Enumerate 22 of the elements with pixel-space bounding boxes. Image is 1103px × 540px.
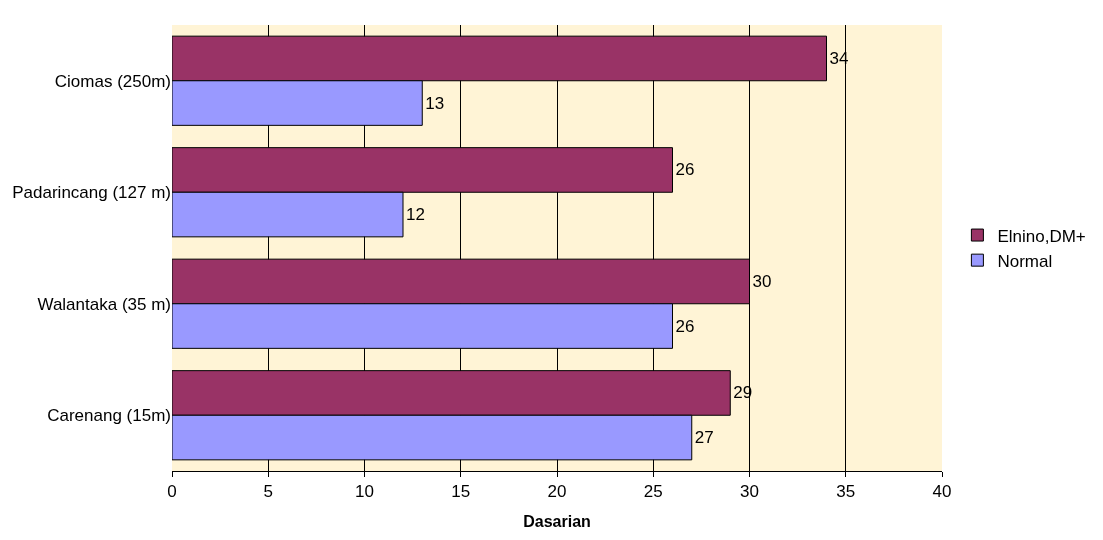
y-tick-label: Carenang (15m) xyxy=(47,406,171,426)
data-label: 26 xyxy=(675,160,695,180)
y-tick-label: Walantaka (35 m) xyxy=(37,294,171,314)
x-tick-label: 30 xyxy=(740,482,759,502)
x-axis-title: Dasarian xyxy=(523,513,591,531)
x-tick-label: 15 xyxy=(451,482,471,502)
x-tick-label: 40 xyxy=(932,482,952,502)
x-tick-label: 5 xyxy=(263,482,273,502)
data-label: 26 xyxy=(675,316,695,336)
y-tick-label: Ciomas (250m) xyxy=(54,71,171,91)
x-tick-label: 10 xyxy=(355,482,374,502)
data-label: 13 xyxy=(425,93,445,113)
legend-label: Elnino,DM+ xyxy=(997,226,1086,246)
x-tick-label: 25 xyxy=(643,482,663,502)
y-tick-label: Padarincang (127 m) xyxy=(12,183,171,203)
data-label: 27 xyxy=(694,428,714,448)
data-label: 12 xyxy=(406,205,425,225)
x-tick-label: 20 xyxy=(547,482,567,502)
data-label: 30 xyxy=(752,271,772,291)
legend-label: Normal xyxy=(997,251,1053,271)
x-tick-label: 35 xyxy=(836,482,856,502)
x-tick-label: 0 xyxy=(167,482,177,502)
